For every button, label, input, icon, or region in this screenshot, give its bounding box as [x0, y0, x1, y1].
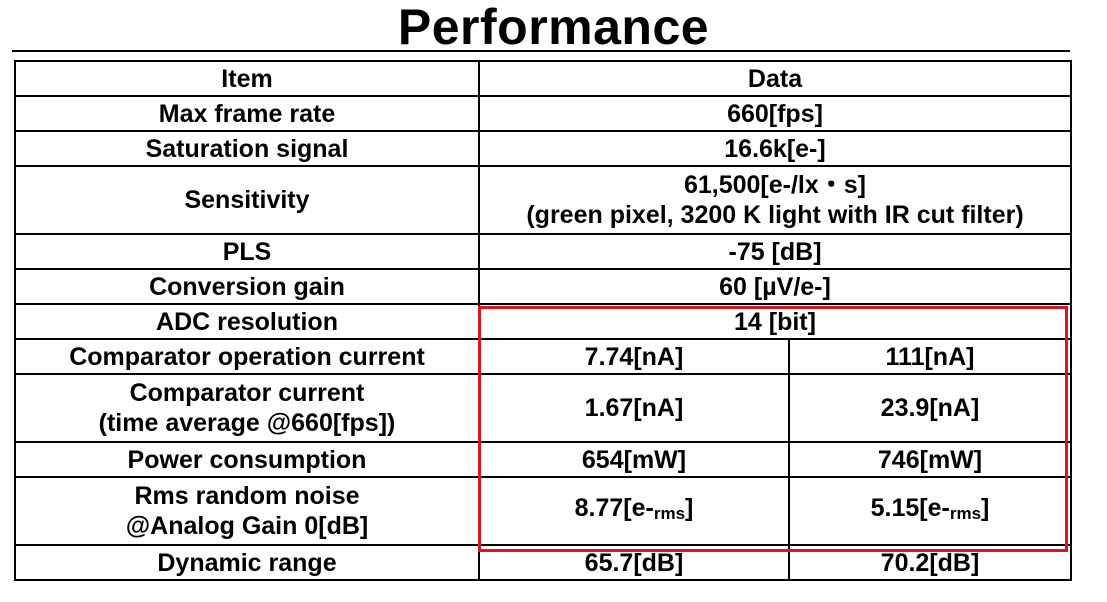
performance-table: Item Data Max frame rate 660[fps] Satura… — [14, 60, 1072, 581]
table-row: PLS -75 [dB] — [14, 233, 1072, 270]
row-item: Sensitivity — [14, 165, 480, 235]
noise-a-value: 8.77[e- — [574, 494, 654, 522]
header-item: Item — [14, 60, 480, 97]
row-item: Comparator current (time average @660[fp… — [14, 373, 480, 443]
row-item-line1: Rms random noise — [134, 482, 360, 510]
row-data: -75 [dB] — [478, 233, 1072, 270]
table-row: Comparator current (time average @660[fp… — [14, 373, 1072, 443]
row-data-a: 8.77[e-rms] — [478, 476, 790, 546]
page-title: Performance — [397, 0, 710, 55]
row-item: Rms random noise @Analog Gain 0[dB] — [14, 476, 480, 546]
header-data: Data — [478, 60, 1072, 97]
table-row: Max frame rate 660[fps] — [14, 95, 1072, 132]
noise-a-subscript: rms — [653, 504, 686, 523]
row-data-b: 70.2[dB] — [788, 544, 1072, 581]
noise-b-value: 5.15[e- — [870, 494, 950, 522]
title-underline — [12, 50, 1070, 52]
row-item-line2: @Analog Gain 0[dB] — [125, 512, 369, 540]
row-data-a: 1.67[nA] — [478, 373, 790, 443]
row-data-b: 746[mW] — [788, 441, 1072, 478]
row-item-line1: Comparator current — [129, 379, 365, 407]
sensitivity-value: 61,500[e-/lx・s] — [683, 171, 867, 199]
row-data-b: 111[nA] — [788, 338, 1072, 375]
table-row: Rms random noise @Analog Gain 0[dB] 8.77… — [14, 476, 1072, 546]
row-data: 14 [bit] — [478, 303, 1072, 340]
row-data-a: 654[mW] — [478, 441, 790, 478]
row-item: Power consumption — [14, 441, 480, 478]
row-data: 16.6k[e-] — [478, 130, 1072, 167]
table-row: ADC resolution 14 [bit] — [14, 303, 1072, 340]
noise-a-bracket: ] — [685, 494, 694, 522]
row-item: PLS — [14, 233, 480, 270]
row-item-line2: (time average @660[fps]) — [98, 409, 396, 437]
table-row: Saturation signal 16.6k[e-] — [14, 130, 1072, 167]
table-header-row: Item Data — [14, 60, 1072, 97]
noise-b-bracket: ] — [981, 494, 990, 522]
noise-b-subscript: rms — [949, 504, 982, 523]
row-item: Conversion gain — [14, 268, 480, 305]
row-data-b: 5.15[e-rms] — [788, 476, 1072, 546]
table-row: Sensitivity 61,500[e-/lx・s] (green pixel… — [14, 165, 1072, 235]
table-row: Conversion gain 60 [µV/e-] — [14, 268, 1072, 305]
row-data: 61,500[e-/lx・s] (green pixel, 3200 K lig… — [478, 165, 1072, 235]
table-row: Comparator operation current 7.74[nA] 11… — [14, 338, 1072, 375]
row-item: Saturation signal — [14, 130, 480, 167]
row-item: Comparator operation current — [14, 338, 480, 375]
table-row: Dynamic range 65.7[dB] 70.2[dB] — [14, 544, 1072, 581]
row-data-a: 7.74[nA] — [478, 338, 790, 375]
row-data-a: 65.7[dB] — [478, 544, 790, 581]
row-data-b: 23.9[nA] — [788, 373, 1072, 443]
row-item: Max frame rate — [14, 95, 480, 132]
row-item: ADC resolution — [14, 303, 480, 340]
row-item: Dynamic range — [14, 544, 480, 581]
row-data: 660[fps] — [478, 95, 1072, 132]
row-data: 60 [µV/e-] — [478, 268, 1072, 305]
sensitivity-condition: (green pixel, 3200 K light with IR cut f… — [526, 201, 1024, 229]
table-row: Power consumption 654[mW] 746[mW] — [14, 441, 1072, 478]
